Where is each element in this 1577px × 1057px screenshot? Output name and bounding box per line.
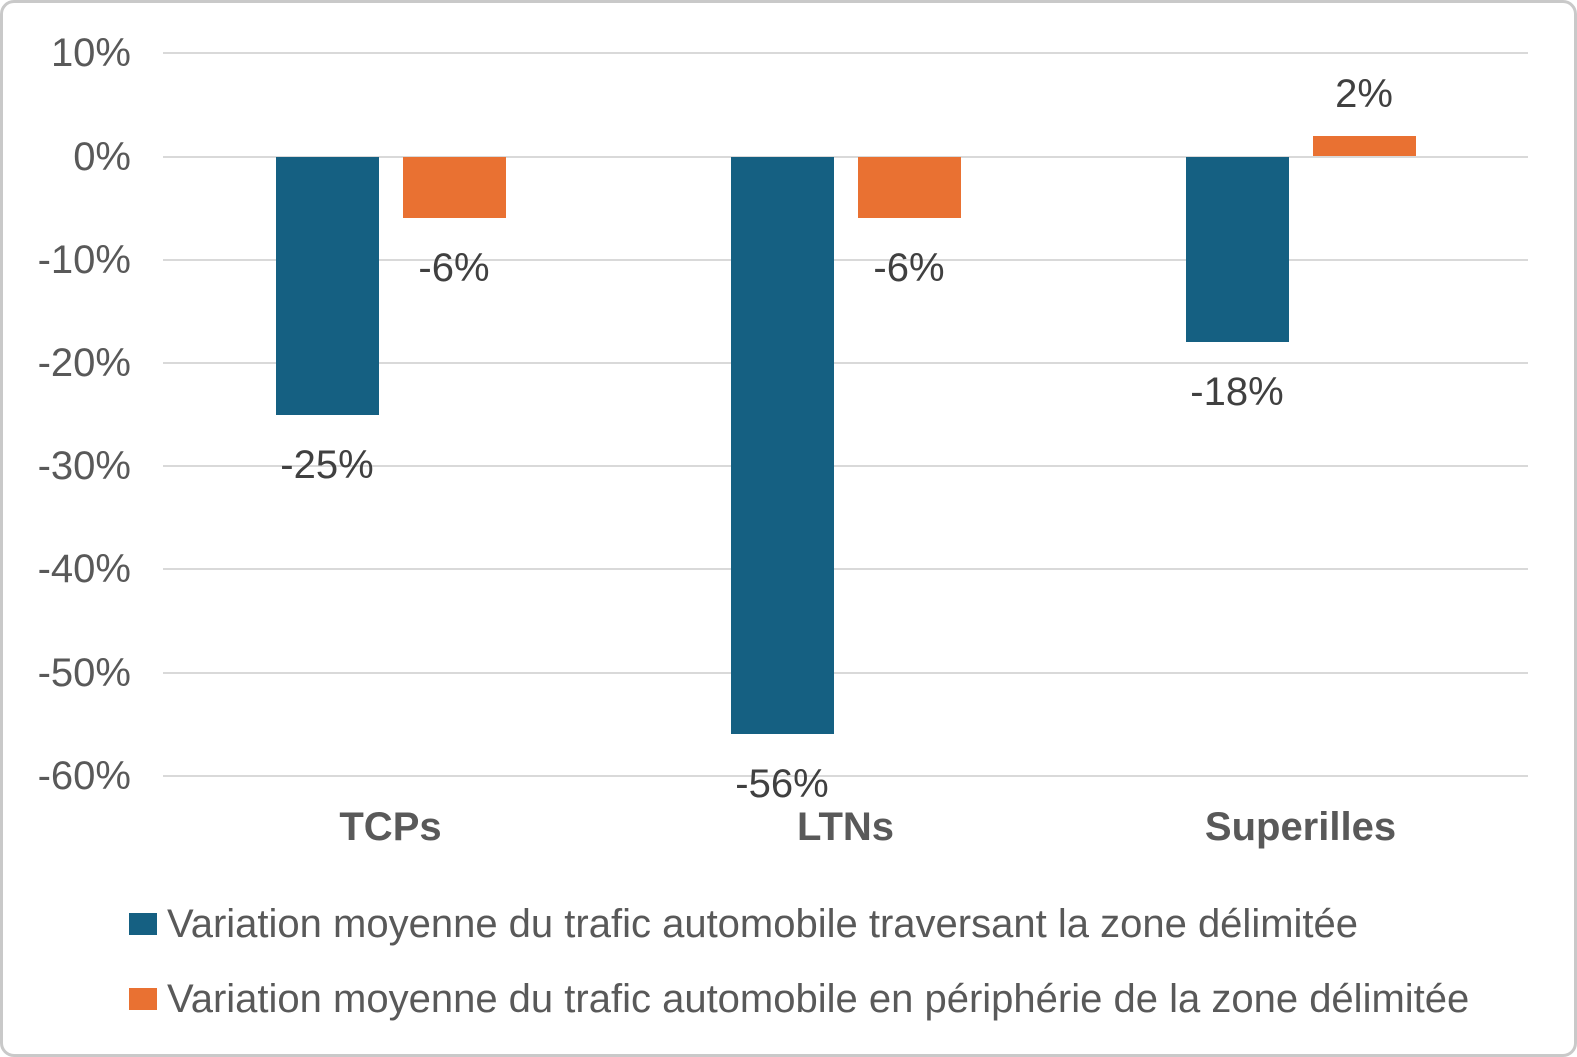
data-label-superilles-traversant: -18% [1190, 370, 1284, 415]
bar-tcps-peripherie [402, 156, 506, 219]
data-label-tcps-traversant: -25% [280, 442, 374, 487]
data-label-ltns-traversant: -56% [735, 762, 829, 807]
data-label-superilles-peripherie: 2% [1335, 71, 1393, 116]
gridline-neg20pct [163, 361, 1528, 364]
legend-label-peripherie: Variation moyenne du trafic automobile e… [167, 977, 1470, 1021]
gridline-neg10pct [163, 258, 1528, 261]
legend-marker-traversant [129, 913, 157, 935]
bar-ltns-peripherie [857, 156, 961, 219]
data-label-tcps-peripherie: -6% [418, 246, 490, 291]
legend-label-traversant: Variation moyenne du trafic automobile t… [167, 902, 1359, 946]
category-label-tcps: TCPs [339, 805, 442, 849]
legend-marker-peripherie [129, 988, 157, 1010]
y-tick-label: 0% [73, 134, 131, 179]
bar-superilles-traversant [1185, 156, 1289, 343]
gridline-10pct [163, 52, 1528, 55]
y-tick-label: -30% [37, 444, 131, 489]
bar-superilles-peripherie [1312, 135, 1416, 157]
category-label-ltns: LTNs [796, 805, 895, 849]
legend-item-peripherie: Variation moyenne du trafic automobile e… [129, 975, 1469, 1023]
gridline-neg40pct [163, 568, 1528, 571]
data-label-ltns-peripherie: -6% [873, 246, 945, 291]
category-label-superilles: Superilles [1204, 805, 1397, 849]
gridline-neg30pct [163, 465, 1528, 468]
bar-ltns-traversant [730, 156, 834, 735]
bar-tcps-traversant [275, 156, 379, 415]
y-tick-label: -50% [37, 650, 131, 695]
y-tick-label: -20% [37, 340, 131, 385]
gridline-neg50pct [163, 671, 1528, 674]
y-tick-label: -40% [37, 547, 131, 592]
y-tick-label: -60% [37, 753, 131, 798]
y-tick-label: 10% [50, 31, 131, 76]
y-tick-label: -10% [37, 237, 131, 282]
gridline-0pct [163, 155, 1528, 158]
legend-item-traversant: Variation moyenne du trafic automobile t… [129, 900, 1358, 948]
gridline-neg60pct [163, 774, 1528, 777]
